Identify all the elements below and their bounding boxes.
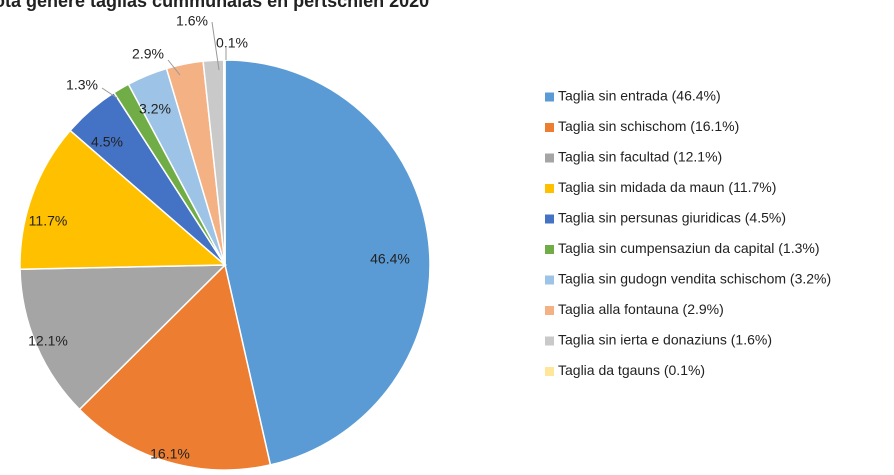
legend-label: Taglia sin schischom (16.1%) [558, 118, 739, 134]
legend-swatch [545, 184, 554, 193]
legend-swatch [545, 92, 554, 102]
data-label: 3.2% [139, 101, 171, 117]
pie-slice [224, 59, 431, 466]
data-label: 12.1% [28, 333, 68, 349]
pie-slice [78, 263, 272, 471]
legend-swatch [545, 123, 554, 132]
data-label: 11.7% [29, 213, 68, 229]
legend-label: Taglia sin persunas giuridicas (4.5%) [558, 210, 786, 226]
data-label: 1.3% [66, 77, 98, 93]
legend-label: Taglia sin facultad (12.1%) [558, 149, 722, 165]
pie-slice [19, 129, 227, 270]
leader-line [211, 21, 220, 71]
pie-slice [222, 59, 226, 266]
data-label: 1.6% [176, 13, 208, 29]
legend-swatch [545, 245, 554, 254]
leader-line [101, 87, 118, 99]
legend-swatch [545, 153, 554, 163]
leader-line [167, 59, 181, 76]
legend-label: Taglia sin midada da maun (11.7%) [558, 179, 776, 195]
legend-label: Taglia sin ierta e donaziuns (1.6%) [558, 332, 772, 348]
legend-label: Taglia sin gudogn vendita schischom (3.2… [558, 271, 831, 287]
data-label: 2.9% [132, 46, 164, 62]
legend-swatch [545, 275, 554, 285]
legend-swatch [545, 306, 554, 315]
data-label: 4.5% [91, 134, 123, 150]
legend-label: Taglia sin entrada (46.4%) [558, 88, 721, 104]
pie-slice [19, 264, 227, 411]
legend-swatch [545, 214, 554, 224]
legend-swatch [545, 367, 554, 376]
legend-label: Taglia da tgauns (0.1%) [558, 362, 705, 378]
legend-swatch [545, 336, 554, 346]
data-label: 16.1% [150, 446, 190, 462]
legend-label: Taglia sin cumpensaziun da capital (1.3%… [558, 240, 819, 256]
chart-title: ota genere taglias cummunalas en pertsch… [0, 0, 429, 11]
data-label: 46.4% [370, 251, 410, 267]
legend-label: Taglia alla fontauna (2.9%) [558, 301, 724, 317]
data-label: 0.1% [216, 35, 248, 51]
